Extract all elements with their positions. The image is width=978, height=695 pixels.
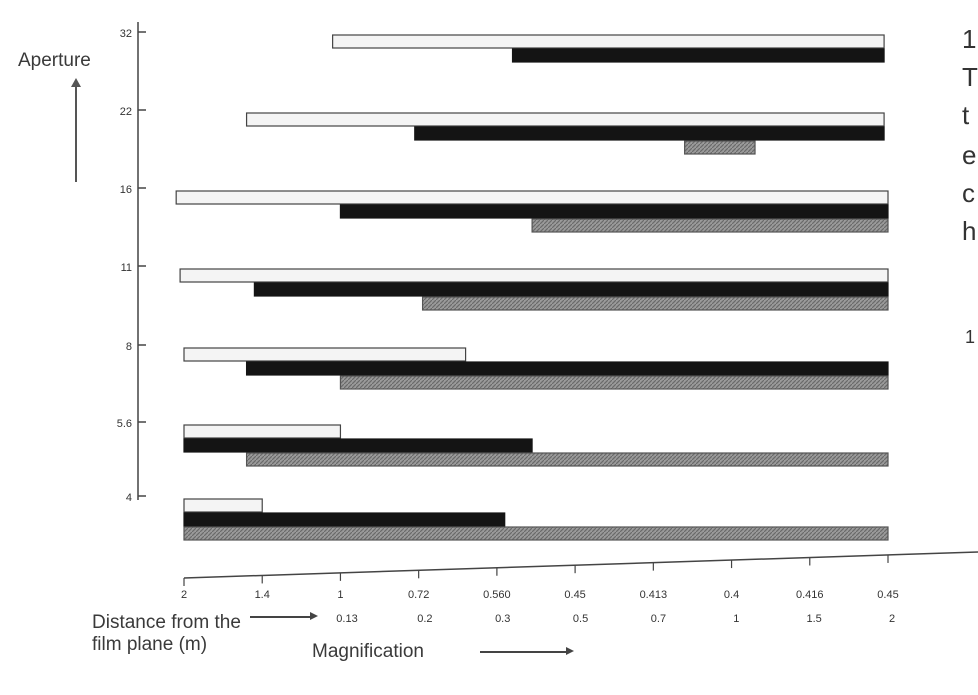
distance-arrow — [250, 616, 312, 618]
x-tick-label-distance: 1.4 — [255, 589, 270, 601]
bar-black-8 — [245, 361, 889, 376]
bar-black-11 — [253, 282, 889, 297]
magnification-arrow — [480, 651, 568, 653]
cropped-text-7: 1 — [965, 327, 976, 347]
x-tick-label-distance: 0.72 — [408, 589, 429, 601]
cropped-text-2: T — [962, 62, 978, 92]
bar-black-5.6 — [183, 438, 533, 453]
bar-grey-8 — [339, 375, 889, 390]
x-tick-labels-distance: 2 1.4 1 0.72 0.560 0.45 0.413 0.4 0.416 0.45 — [181, 554, 899, 601]
distance-arrow-head — [310, 612, 318, 620]
bar-grey-4 — [183, 526, 889, 541]
magnification-arrow-head — [566, 647, 574, 655]
y-tick-label: 4 — [126, 492, 132, 504]
cropped-text-6: h — [962, 216, 977, 246]
bar-white-11 — [179, 268, 889, 283]
x-tick-label-distance: 2 — [181, 589, 187, 601]
x-tick-labels-magnification: 0.13 0.2 0.3 0.5 0.7 1 1.5 2 — [336, 613, 895, 625]
x-tick-label-distance: 0.413 — [640, 589, 668, 601]
x-tick-label-distance: 0.560 — [483, 589, 511, 601]
x-tick-label-magnification: 1.5 — [806, 613, 821, 625]
bar-grey-5.6 — [245, 452, 889, 467]
y-tick-label: 8 — [126, 341, 132, 353]
bar-black-16 — [339, 204, 889, 219]
y-tick-label: 32 — [120, 28, 132, 40]
cropped-text-5: c — [962, 178, 975, 208]
magnification-axis-title: Magnification — [312, 641, 424, 662]
x-tick-label-distance: 0.45 — [877, 589, 898, 601]
y-tick-labels: 4 5.6 8 11 16 22 32 — [117, 28, 132, 504]
bars — [175, 34, 889, 541]
bar-white-16 — [175, 190, 889, 205]
cropped-text-4: e — [962, 140, 977, 170]
bar-white-8 — [183, 347, 467, 362]
y-tick-label: 11 — [121, 262, 132, 274]
x-tick-label-magnification: 0.3 — [495, 613, 510, 625]
bar-grey-11 — [421, 296, 889, 311]
cropped-text-3: t — [962, 100, 970, 130]
distance-axis-title: Distance from the film plane (m) — [92, 612, 241, 655]
y-tick-label: 5.6 — [117, 418, 132, 430]
y-axis-arrow-head — [71, 78, 81, 87]
x-tick-label-distance: 0.4 — [724, 589, 739, 601]
bar-black-32 — [511, 48, 885, 63]
axes — [137, 22, 978, 579]
bar-grey-16 — [531, 218, 889, 233]
bar-grey-22 — [684, 140, 756, 155]
cropped-text-1: 1 — [962, 24, 977, 54]
x-tick-label-magnification: 2 — [889, 613, 895, 625]
bar-black-4 — [183, 512, 506, 527]
bar-white-5.6 — [183, 424, 342, 439]
bar-white-22 — [245, 112, 885, 127]
x-tick-label-magnification: 1 — [733, 613, 739, 625]
bar-black-22 — [414, 126, 885, 141]
x-axis-line — [183, 551, 978, 579]
x-tick-label-distance: 0.416 — [796, 589, 824, 601]
x-tick-label-magnification: 0.5 — [573, 613, 588, 625]
x-tick-label-distance: 1 — [337, 589, 343, 601]
y-tick-label: 22 — [120, 106, 132, 118]
x-tick-label-distance: 0.45 — [564, 589, 585, 601]
y-tick-label: 16 — [120, 184, 132, 196]
y-axis-arrow — [75, 82, 77, 182]
x-tick-label-magnification: 0.7 — [651, 613, 666, 625]
x-tick-label-magnification: 0.13 — [336, 613, 357, 625]
bar-white-32 — [332, 34, 885, 49]
bar-white-4 — [183, 498, 263, 513]
y-axis-title: Aperture — [18, 50, 91, 71]
x-tick-label-magnification: 0.2 — [417, 613, 432, 625]
